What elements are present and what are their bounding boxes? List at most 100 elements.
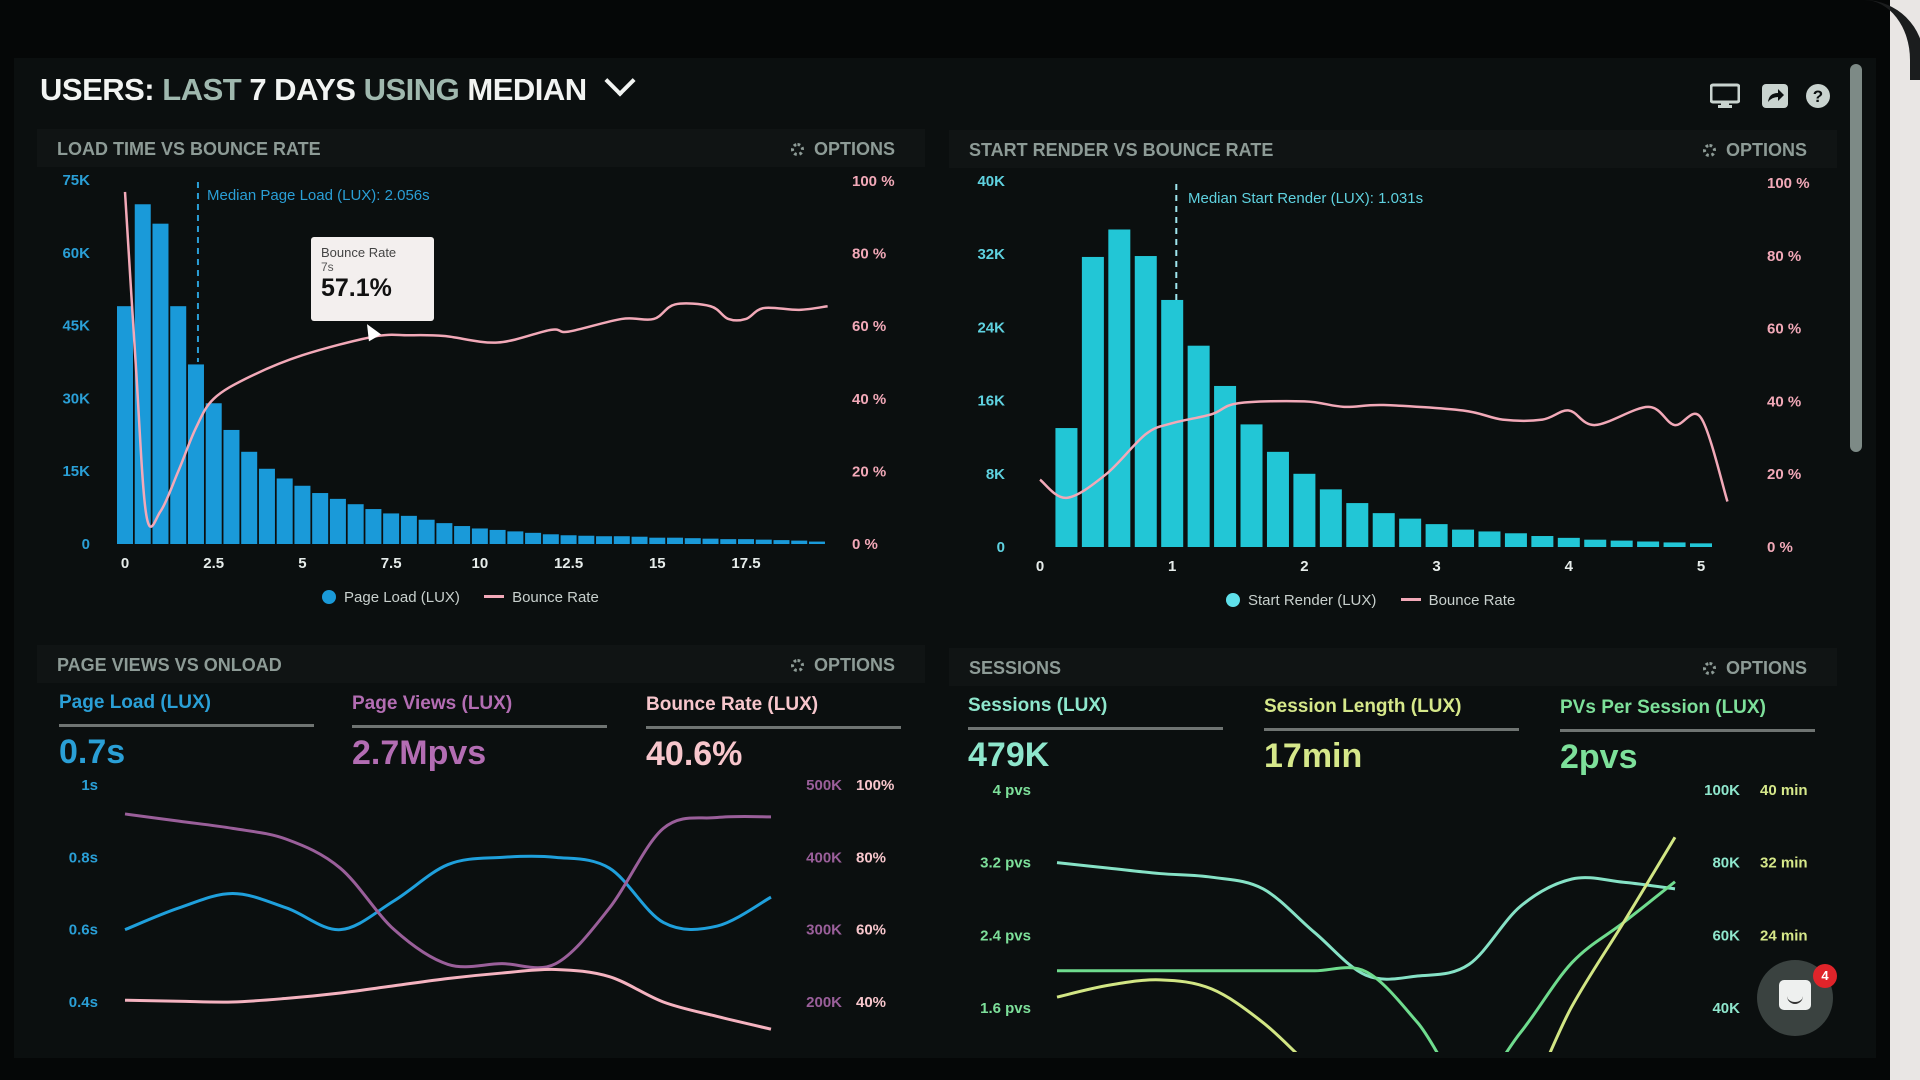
- bar: [223, 429, 240, 544]
- options-button[interactable]: OPTIONS: [790, 139, 895, 160]
- metric-page-views[interactable]: Page Views (LUX) 2.7Mpvs: [352, 693, 607, 773]
- bounce-rate-line: [123, 191, 828, 528]
- y-left-tick-label: 4 pvs: [993, 782, 1031, 799]
- y-left-tick-label: 15K: [62, 463, 90, 480]
- chart-page-views[interactable]: 0.4s 0.6s 0.8s 1s 200K 300K 400K 500K 40% 60% 80% 1…: [69, 777, 895, 1031]
- legend-label: Page Load (LUX): [344, 589, 460, 606]
- bar: [1584, 539, 1607, 547]
- dot-icon: [322, 590, 336, 604]
- y-left-tick-label: 16K: [977, 393, 1005, 410]
- legend-item-start-render[interactable]: Start Render (LUX): [1226, 592, 1376, 609]
- bar: [1055, 428, 1078, 547]
- help-icon[interactable]: ?: [1803, 83, 1833, 109]
- scrollbar[interactable]: [1850, 64, 1862, 452]
- bar: [294, 485, 311, 544]
- options-label: OPTIONS: [813, 139, 895, 159]
- panel-header-load-time: LOAD TIME VS BOUNCE RATE OPTIONS: [37, 129, 925, 167]
- metric-bounce-rate[interactable]: Bounce Rate (LUX) 40.6%: [646, 694, 901, 774]
- chat-button[interactable]: 4: [1757, 960, 1837, 1036]
- title-period[interactable]: 7 DAYS: [249, 72, 356, 107]
- bar: [436, 523, 453, 544]
- share-icon[interactable]: [1760, 83, 1790, 109]
- metric-value: 0.7s: [59, 733, 126, 771]
- panel-title: LOAD TIME VS BOUNCE RATE: [57, 139, 321, 159]
- bar: [187, 364, 204, 544]
- bar: [1504, 533, 1527, 547]
- y-right-tick-label: 24 min: [1760, 927, 1808, 944]
- median-label: Median Start Render (LUX): 1.031s: [1188, 190, 1424, 207]
- metric-label: Bounce Rate (LUX): [646, 694, 819, 715]
- metric-value: 2pvs: [1560, 738, 1638, 776]
- legend-item-bounce-rate[interactable]: Bounce Rate: [1381, 592, 1516, 609]
- x-tick-label: 5: [298, 555, 306, 572]
- options-label: OPTIONS: [813, 655, 895, 675]
- legend-item-bounce-rate[interactable]: Bounce Rate: [464, 589, 599, 606]
- metric-page-load[interactable]: Page Load (LUX) 0.7s: [59, 692, 314, 772]
- y-right-tick-label: 0 %: [1767, 539, 1793, 556]
- y-left-tick-label: 45K: [62, 318, 90, 335]
- bar: [365, 509, 382, 544]
- bar: [791, 540, 808, 544]
- y-left-tick-label: 0.4s: [69, 994, 98, 1011]
- chart-start-render[interactable]: 0 8K 16K 24K 32K 40K 0 % 20 % 40 % 60 % 80 % 100 % 0…: [977, 173, 1809, 575]
- tooltip-x: 7s: [321, 260, 334, 274]
- y-right-tick-label: 60 %: [852, 318, 886, 335]
- y-left-tick-label: 75K: [62, 172, 90, 189]
- metric-label: Sessions (LUX): [968, 695, 1108, 716]
- divider: [968, 727, 1223, 730]
- bar: [702, 538, 719, 544]
- y-right-tick-label: 40 %: [1767, 393, 1801, 410]
- bar: [1346, 503, 1369, 547]
- x-tick-label: 2.5: [203, 555, 224, 572]
- bar: [578, 535, 595, 544]
- bar: [205, 403, 222, 544]
- tooltip-value: 57.1%: [321, 274, 392, 302]
- bar: [1452, 529, 1475, 547]
- chart-load-time[interactable]: 0 15K 30K 45K 60K 75K 0 % 20 % 40 % 60 % 80 % 100 %…: [62, 172, 894, 572]
- metric-sessions[interactable]: Sessions (LUX) 479K: [968, 695, 1223, 775]
- y-right-tick-label: 60K: [1712, 927, 1740, 944]
- title-statistic[interactable]: MEDIAN: [467, 72, 587, 107]
- metric-label: PVs Per Session (LUX): [1560, 697, 1766, 718]
- bar: [383, 513, 400, 544]
- bar: [1266, 451, 1289, 547]
- divider: [1264, 728, 1519, 731]
- options-button[interactable]: OPTIONS: [1702, 140, 1807, 161]
- gear-icon: [1702, 662, 1716, 675]
- x-tick-label: 15: [649, 555, 666, 572]
- metric-value: 17min: [1264, 737, 1363, 775]
- bar: [258, 468, 275, 544]
- y-left-tick-label: 2.4 pvs: [980, 927, 1031, 944]
- bar: [596, 536, 613, 544]
- options-label: OPTIONS: [1725, 658, 1807, 678]
- line-icon: [484, 595, 505, 598]
- bar: [738, 539, 754, 544]
- options-button[interactable]: OPTIONS: [1702, 658, 1807, 679]
- bar: [152, 223, 169, 544]
- legend-item-page-load[interactable]: Page Load (LUX): [322, 589, 460, 606]
- options-button[interactable]: OPTIONS: [790, 655, 895, 676]
- metric-session-length[interactable]: Session Length (LUX) 17min: [1264, 696, 1519, 776]
- y-right-tick-label: 100K: [1704, 782, 1740, 799]
- x-tick-label: 3: [1432, 558, 1440, 575]
- series-line: [124, 967, 772, 1031]
- y-left-tick-label: 1.6 pvs: [980, 1000, 1031, 1017]
- y-right-tick-label: 32 min: [1760, 855, 1808, 872]
- bar: [720, 539, 737, 544]
- bar: [808, 541, 825, 544]
- y-right-tick-label: 40%: [856, 994, 886, 1011]
- chat-icon: [1779, 980, 1811, 1010]
- bar: [347, 504, 364, 544]
- bar: [1293, 473, 1316, 547]
- y-right-tick-label: 100%: [856, 777, 894, 794]
- monitor-icon[interactable]: [1710, 83, 1740, 109]
- bar: [471, 528, 488, 544]
- legend-label: Bounce Rate: [1428, 592, 1516, 609]
- page-title[interactable]: USERS: LAST 7 DAYS USING MEDIAN: [40, 65, 636, 108]
- monitor-bezel: [1890, 0, 1920, 1080]
- chart-sessions[interactable]: 1.6 pvs 2.4 pvs 3.2 pvs 4 pvs 40K 60K 80K 100K 2…: [980, 782, 1808, 1080]
- x-tick-label: 7.5: [381, 555, 402, 572]
- bar: [1319, 489, 1342, 547]
- metric-pvs-per-session[interactable]: PVs Per Session (LUX) 2pvs: [1560, 697, 1815, 777]
